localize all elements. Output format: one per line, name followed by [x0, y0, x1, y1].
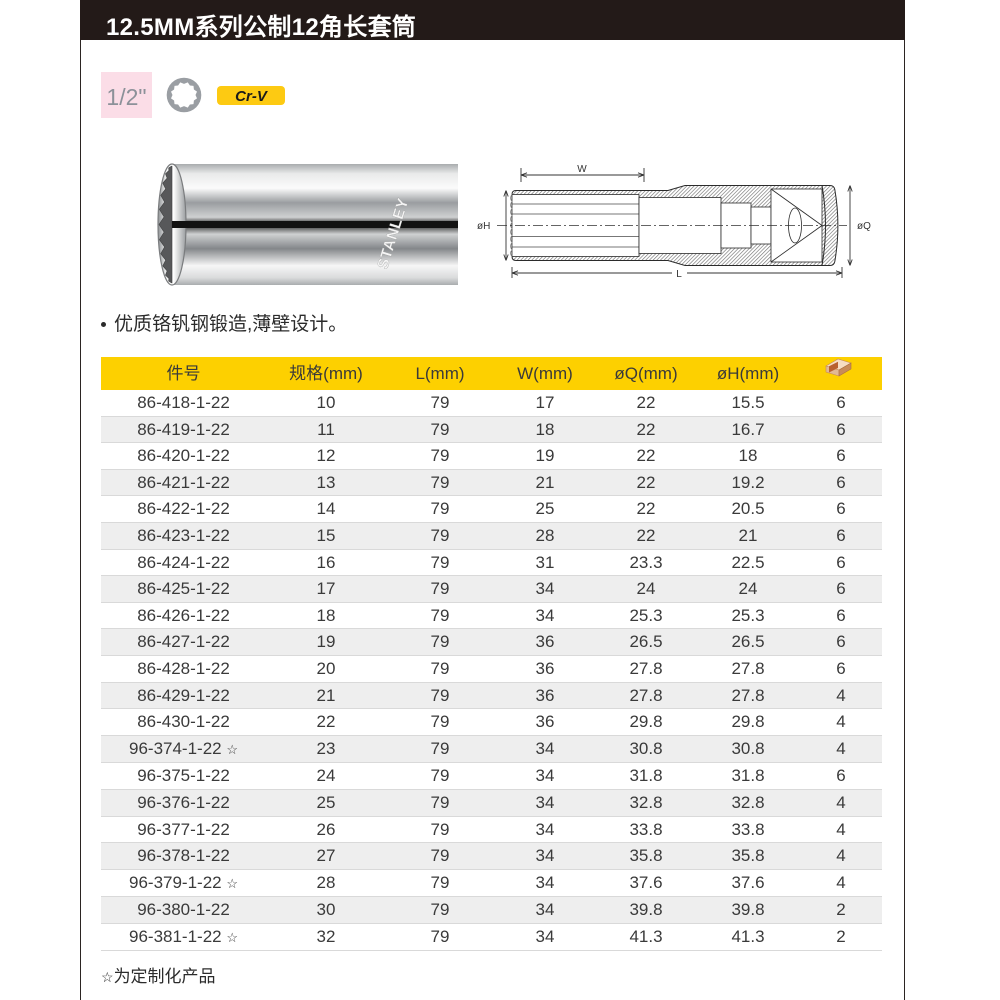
- svg-text:øH: øH: [477, 221, 490, 232]
- svg-text:W: W: [577, 164, 587, 175]
- svg-text:L: L: [676, 269, 682, 280]
- svg-text:øQ: øQ: [857, 221, 871, 232]
